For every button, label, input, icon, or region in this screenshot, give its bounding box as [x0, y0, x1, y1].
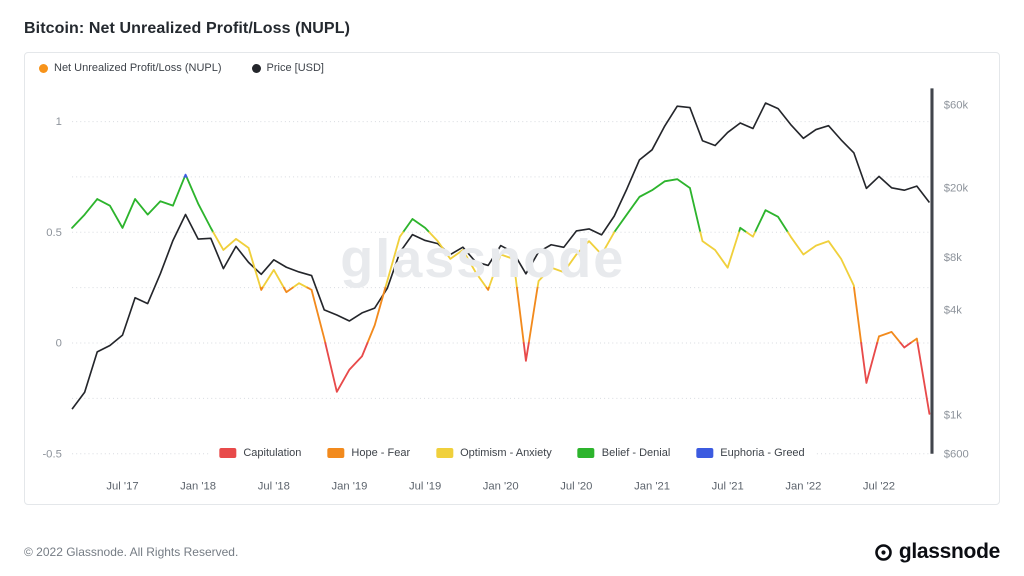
svg-text:Jul '21: Jul '21	[712, 480, 744, 492]
svg-text:$4k: $4k	[944, 305, 963, 317]
band-legend-item[interactable]: Capitulation	[219, 447, 301, 459]
svg-text:$60k: $60k	[944, 99, 969, 111]
band-swatch	[436, 447, 454, 458]
glassnode-logo: glassnode	[875, 540, 1000, 564]
band-legend-item[interactable]: Belief - Denial	[577, 446, 671, 459]
glassnode-logo-text: glassnode	[898, 540, 1000, 563]
svg-text:Jan '19: Jan '19	[331, 480, 367, 492]
svg-text:$8k: $8k	[944, 252, 963, 264]
svg-text:Jul '18: Jul '18	[258, 480, 290, 492]
band-swatch	[219, 447, 237, 458]
band-legend-item[interactable]: Optimism - Anxiety	[436, 447, 552, 459]
svg-text:$1k: $1k	[944, 410, 963, 422]
svg-text:Jan '18: Jan '18	[180, 480, 216, 492]
svg-text:$20k: $20k	[944, 183, 969, 195]
band-swatch	[577, 447, 595, 458]
band-label: Hope - Fear	[351, 446, 411, 459]
gridlines	[72, 121, 930, 455]
nupl-chart-svg: 1 0.5 0 -0.5 $60k $20k $8k $4k $1k $600 Jul '17 Jan…	[42, 88, 969, 492]
left-axis-labels: 1 0.5 0 -0.5	[42, 116, 61, 460]
band-legend-item[interactable]: Euphoria - Greed	[696, 446, 805, 459]
price-series-dot	[251, 63, 261, 73]
svg-text:1: 1	[56, 116, 62, 128]
footer: © 2022 Glassnode. All Rights Reserved. g…	[24, 540, 1000, 564]
svg-text:Jan '22: Jan '22	[785, 480, 821, 492]
band-label: Belief - Denial	[601, 446, 671, 459]
svg-text:$600: $600	[944, 448, 969, 460]
svg-text:Jul '19: Jul '19	[409, 480, 441, 492]
band-label: Euphoria - Greed	[720, 446, 805, 459]
chart-area[interactable]: 1 0.5 0 -0.5 $60k $20k $8k $4k $1k $600 Jul '17 Jan…	[25, 74, 999, 504]
nupl-line	[71, 173, 931, 415]
svg-text:Jul '17: Jul '17	[106, 480, 138, 492]
band-swatch	[696, 447, 714, 458]
page: Bitcoin: Net Unrealized Profit/Loss (NUP…	[24, 20, 1000, 563]
price-line	[71, 102, 931, 410]
band-label: Capitulation	[243, 446, 302, 459]
svg-text:-0.5: -0.5	[42, 448, 61, 460]
price-series-label: Price [USD]	[266, 62, 324, 74]
chart-card: Net Unrealized Profit/Loss (NUPL) Price …	[24, 52, 1000, 505]
series-legend: Net Unrealized Profit/Loss (NUPL) Price …	[25, 53, 999, 74]
svg-text:0.5: 0.5	[46, 227, 62, 239]
svg-text:Jul '22: Jul '22	[863, 480, 895, 492]
band-legend-item[interactable]: Hope - Fear	[327, 447, 410, 459]
glassnode-logo-icon	[875, 543, 892, 561]
svg-text:Jan '21: Jan '21	[634, 480, 670, 492]
band-label: Optimism - Anxiety	[460, 446, 552, 459]
copyright-text: © 2022 Glassnode. All Rights Reserved.	[24, 545, 239, 559]
right-axis-labels: $60k $20k $8k $4k $1k $600	[944, 99, 969, 460]
band-legend: Capitulation Hope - Fear Optimism - Anxiet…	[209, 443, 815, 462]
svg-text:Jan '20: Jan '20	[483, 480, 519, 492]
page-title: Bitcoin: Net Unrealized Profit/Loss (NUP…	[24, 20, 350, 37]
svg-text:0: 0	[56, 338, 62, 350]
svg-text:Jul '20: Jul '20	[560, 480, 592, 492]
nupl-series-dot	[39, 63, 48, 73]
band-swatch	[327, 447, 345, 458]
legend-item-nupl[interactable]: Net Unrealized Profit/Loss (NUPL)	[39, 62, 222, 74]
nupl-series-label: Net Unrealized Profit/Loss (NUPL)	[54, 62, 222, 74]
legend-item-price[interactable]: Price [USD]	[251, 62, 324, 74]
x-axis-labels: Jul '17 Jan '18 Jul '18 Jan '19 Jul '19 Jan '…	[106, 480, 895, 492]
